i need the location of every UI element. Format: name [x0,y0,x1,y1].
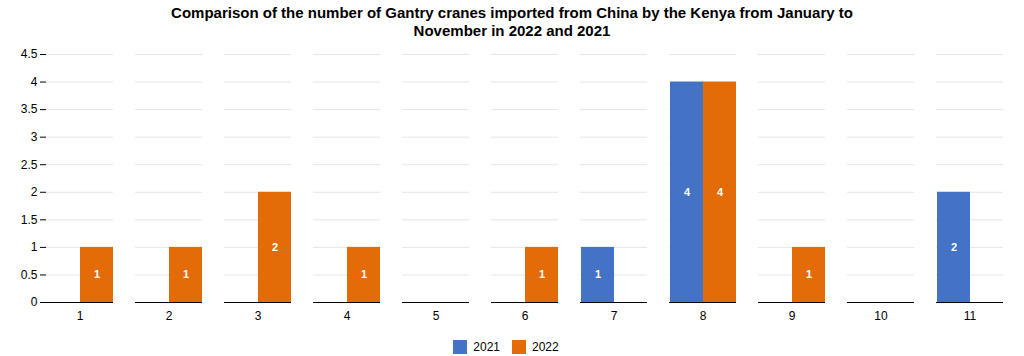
svg-text:2.5: 2.5 [21,158,38,172]
svg-text:2: 2 [31,185,38,199]
svg-text:6: 6 [522,309,529,323]
svg-text:0.5: 0.5 [21,268,38,282]
svg-text:8: 8 [700,309,707,323]
svg-text:1: 1 [31,240,38,254]
html-text:Comparison of the number of Ga: Comparison of the number of Gantry crane… [171,4,853,39]
svg-text:2: 2 [951,241,957,253]
svg-text:9: 9 [789,309,796,323]
html-text:2021: 2021 [473,339,500,354]
svg-text:3: 3 [31,130,38,144]
svg-text:5: 5 [433,309,440,323]
svg-text:4: 4 [31,75,38,89]
svg-text:4: 4 [684,186,691,198]
svg-text:1: 1 [183,268,189,280]
svg-text:2: 2 [272,241,278,253]
svg-text:1: 1 [539,268,545,280]
svg-text:4: 4 [344,309,351,323]
svg-text:4: 4 [717,186,724,198]
svg-text:7: 7 [611,309,618,323]
svg-text:1: 1 [595,268,601,280]
svg-text:2: 2 [166,309,173,323]
svg-text:4.5: 4.5 [21,47,38,61]
svg-text:1.5: 1.5 [21,213,38,227]
svg-text:3: 3 [255,309,262,323]
svg-text:11: 11 [964,309,977,323]
svg-text:1: 1 [361,268,367,280]
svg-text:1: 1 [94,268,100,280]
svg-text:1: 1 [77,309,84,323]
svg-text:3.5: 3.5 [21,102,38,116]
svg-text:1: 1 [806,268,812,280]
html-text:2022: 2022 [532,339,559,354]
svg-text:10: 10 [874,309,888,323]
svg-text:0: 0 [31,295,38,309]
